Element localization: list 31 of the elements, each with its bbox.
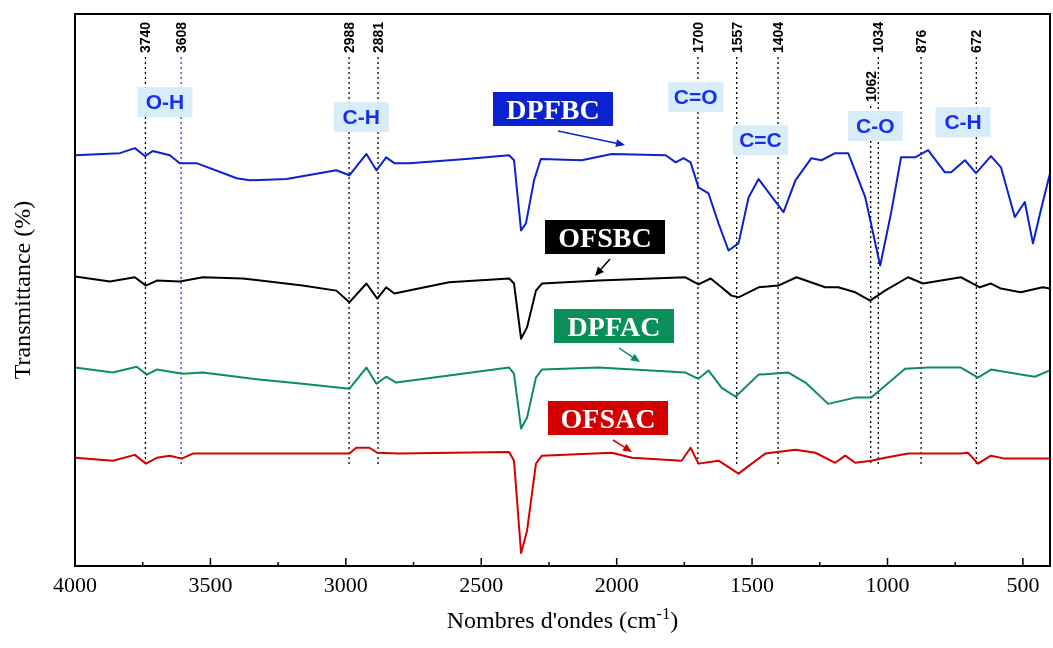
ref-line-label: 1404 [770, 21, 787, 53]
text: C-H [944, 110, 982, 134]
x-tick-label: 500 [1006, 572, 1040, 597]
ref-line-label: 672 [968, 29, 985, 53]
y-axis-title: Transmittance (%) [9, 200, 35, 380]
x-tick-label: 3000 [323, 572, 368, 597]
series-label: OFSAC [560, 403, 656, 434]
x-tick-label: 2000 [594, 572, 639, 597]
series-label: DPFAC [567, 311, 661, 342]
x-tick-label: 1000 [865, 572, 910, 597]
ref-line-label: 2881 [370, 21, 387, 53]
ref-line-label: 876 [913, 29, 930, 53]
text: C=O [673, 85, 718, 109]
text: C-H [342, 105, 380, 129]
ref-line-label: 1700 [689, 21, 706, 53]
text: C-O [856, 113, 895, 137]
series-label: DPFBC [506, 94, 600, 125]
series-label: OFSBC [558, 222, 652, 253]
x-tick-label: 3500 [188, 572, 233, 597]
ref-line-label: 1034 [870, 21, 887, 53]
ref-line-label: 2988 [341, 21, 358, 53]
ref-line-label: 1557 [728, 21, 745, 53]
annotation: C=C [739, 128, 782, 152]
ref-line-label: 3740 [137, 21, 154, 53]
x-tick-label: 4000 [53, 572, 97, 597]
text: O-H [145, 90, 185, 114]
x-tick-label: 1500 [730, 572, 775, 597]
ref-line-label: 3608 [173, 21, 190, 53]
x-axis-title: Nombres d'ondes (cm$^{-1}$) [446, 603, 679, 633]
ref-line-label: 1062 [862, 70, 879, 102]
x-tick-label: 2500 [459, 572, 504, 597]
